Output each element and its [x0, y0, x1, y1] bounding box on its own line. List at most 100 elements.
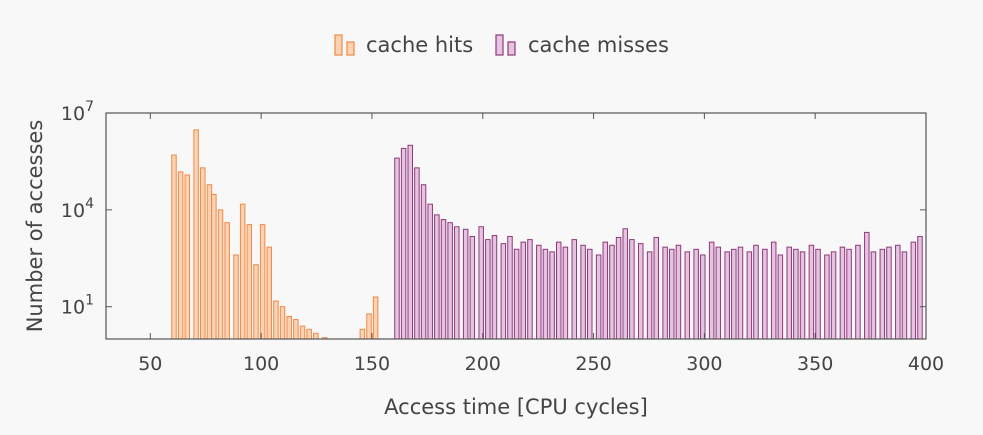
- bar-cache-misses: [629, 239, 635, 340]
- bar-cache-misses: [684, 251, 691, 340]
- bar-cache-hits: [177, 171, 184, 340]
- bar-cache-misses: [469, 235, 476, 340]
- x-tick-label: 300: [686, 353, 722, 375]
- bar-cache-misses: [513, 248, 520, 340]
- bar-cache-hits: [306, 328, 312, 340]
- bar-cache-misses: [447, 222, 453, 340]
- bar-cache-hits: [266, 246, 273, 340]
- bar-cache-misses: [870, 251, 877, 340]
- bar-cache-misses: [394, 157, 400, 340]
- bar-cache-misses: [571, 239, 578, 340]
- legend-swatch-cache-misses: [507, 41, 516, 56]
- bar-cache-misses: [815, 248, 821, 340]
- bar-cache-misses: [879, 248, 886, 340]
- bar-cache-misses: [500, 243, 507, 340]
- bar-cache-misses: [886, 246, 892, 340]
- x-axis-title: Access time [CPU cycles]: [384, 395, 648, 419]
- bar-cache-misses: [715, 246, 722, 340]
- legend-item-cache-hits: cache hits: [334, 33, 473, 57]
- x-tick-label: 200: [465, 353, 501, 375]
- bar-cache-misses: [478, 226, 484, 340]
- bar-cache-hits: [286, 315, 292, 340]
- x-tick-label: 50: [138, 353, 162, 375]
- bar-cache-hits: [206, 184, 213, 340]
- bar-cache-misses: [839, 246, 846, 340]
- x-tick-label: 150: [354, 353, 390, 375]
- bar-cache-misses: [777, 254, 784, 340]
- bar-cache-misses: [602, 241, 609, 340]
- bar-cache-misses: [895, 244, 901, 340]
- bar-cache-hits: [211, 193, 217, 340]
- bar-cache-misses: [762, 248, 768, 340]
- bar-cache-hits: [366, 313, 372, 340]
- y-axis-title: Number of accesses: [23, 120, 47, 333]
- bar-cache-hits: [246, 224, 253, 340]
- bar-cache-hits: [184, 174, 191, 340]
- bar-cache-misses: [855, 244, 861, 340]
- bar-cache-misses: [737, 246, 744, 340]
- bar-cache-hits: [313, 332, 319, 340]
- bar-cache-hits: [217, 209, 224, 340]
- bar-cache-misses: [454, 226, 460, 340]
- bar-cache-misses: [675, 244, 682, 340]
- x-tick-label: 100: [243, 353, 279, 375]
- bar-cache-hits: [279, 306, 286, 340]
- x-tick-label: 250: [575, 353, 611, 375]
- bar-cache-misses: [731, 248, 737, 340]
- bar-cache-misses: [864, 231, 870, 340]
- bar-cache-misses: [562, 246, 569, 340]
- bar-cache-misses: [910, 241, 917, 340]
- series-cache-hits: [171, 129, 379, 340]
- bar-cache-misses: [507, 235, 513, 340]
- bar-cache-misses: [808, 244, 815, 340]
- bar-cache-hits: [239, 203, 246, 340]
- bar-cache-misses: [786, 246, 792, 340]
- bar-cache-misses: [693, 248, 699, 340]
- bar-cache-misses: [753, 244, 759, 340]
- bar-cache-hits: [224, 222, 230, 340]
- bar-cache-hits: [293, 319, 299, 340]
- bar-cache-misses: [580, 244, 586, 340]
- legend-swatch-cache-misses: [495, 34, 504, 56]
- bar-cache-misses: [917, 235, 923, 340]
- bar-cache-hits: [359, 328, 366, 340]
- y-tick-label: 107: [61, 99, 94, 125]
- bar-cache-hits: [299, 325, 306, 340]
- legend-label-cache-hits: cache hits: [366, 33, 473, 57]
- bar-cache-misses: [669, 248, 675, 340]
- bar-cache-misses: [549, 251, 555, 340]
- legend-item-cache-misses: cache misses: [495, 33, 669, 57]
- y-axis: 101 104 107: [61, 99, 926, 319]
- bar-cache-misses: [609, 244, 615, 340]
- bar-cache-misses: [793, 248, 799, 340]
- x-axis: 50 100 150 200 250 300 350 400: [138, 113, 944, 375]
- bar-cache-misses: [770, 241, 777, 340]
- bar-cache-misses: [724, 251, 730, 340]
- bar-cache-misses: [587, 248, 593, 340]
- bar-cache-misses: [824, 254, 830, 340]
- legend-swatch-cache-hits: [334, 34, 343, 56]
- bar-cache-hits: [372, 296, 379, 340]
- bar-cache-hits: [259, 224, 266, 340]
- bar-cache-misses: [414, 167, 420, 340]
- y-tick-label: 104: [61, 196, 94, 222]
- bar-cache-misses: [491, 235, 498, 340]
- bar-cache-hits: [273, 300, 279, 340]
- y-tick-label: 101: [61, 293, 94, 319]
- bar-cache-misses: [700, 254, 706, 340]
- bar-cache-misses: [527, 239, 533, 340]
- bar-cache-misses: [646, 251, 653, 340]
- bar-cache-misses: [708, 241, 715, 340]
- bar-cache-misses: [799, 251, 806, 340]
- bar-cache-hits: [200, 167, 206, 340]
- bar-cache-misses: [595, 254, 602, 340]
- bar-cache-misses: [400, 147, 407, 340]
- legend-label-cache-misses: cache misses: [528, 33, 669, 57]
- bar-cache-misses: [637, 243, 644, 340]
- bar-cache-misses: [434, 214, 440, 340]
- bar-cache-misses: [485, 239, 491, 340]
- bar-cache-misses: [555, 241, 562, 340]
- bar-cache-hits: [233, 254, 239, 340]
